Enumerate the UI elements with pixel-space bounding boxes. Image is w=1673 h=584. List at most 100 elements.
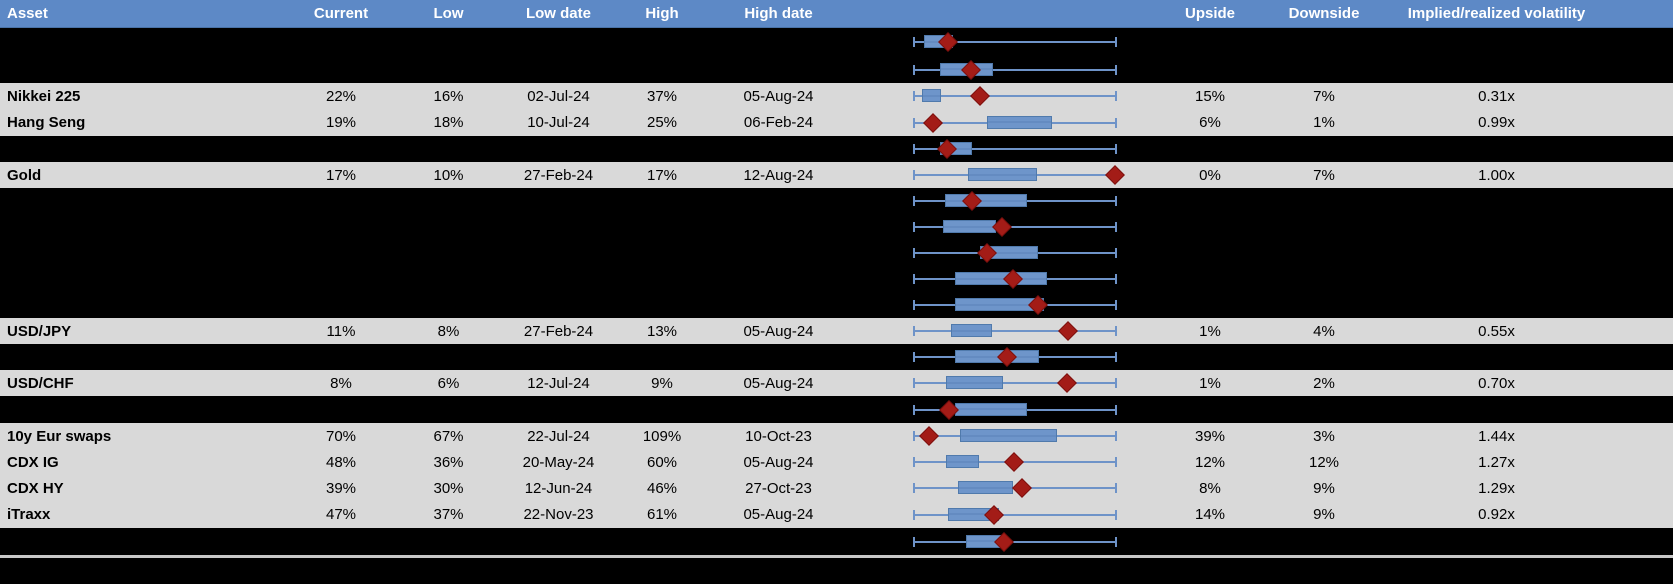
boxplot (913, 240, 1117, 266)
cell-current: 47% (325, 506, 357, 523)
cell-range-chart (845, 162, 1140, 188)
whisker-line (913, 513, 1117, 516)
cell-downside: 1% (1313, 114, 1335, 131)
whisker-right-cap (1115, 378, 1117, 388)
cell-current: 70% (325, 427, 357, 445)
cell-implied-realized-volatility: 1.29x (1478, 479, 1515, 497)
box-median-line (923, 94, 940, 97)
cell-high-date: 05-Aug-24 (743, 87, 814, 105)
whisker-right-cap (1115, 144, 1117, 154)
cell-range-chart (845, 318, 1140, 344)
cell-high: 37% (646, 87, 678, 105)
whisker-left-cap (913, 326, 915, 336)
cell-asset: USD/CHF (7, 374, 74, 392)
table-row: USD/CHF 8% 6% 12-Jul-24 9% 05-Aug-24 1% 2% 0.70x (0, 370, 1673, 396)
cell-range-chart (845, 370, 1140, 396)
cell-current: 8% (330, 374, 352, 392)
cell-high-date: 12-Aug-24 (743, 166, 814, 184)
cell-current: 17% (325, 166, 357, 184)
current-marker-diamond-icon (969, 86, 990, 106)
whisker-left-cap (913, 196, 915, 206)
boxplot (913, 344, 1117, 370)
whisker-left-cap (913, 352, 915, 362)
whisker-left-cap (913, 457, 915, 467)
box-median-line (951, 329, 991, 332)
cell-upside: 8% (1199, 479, 1221, 497)
whisker-right-cap (1115, 248, 1117, 258)
whisker-left-cap (913, 64, 915, 75)
interquartile-box (955, 272, 1047, 285)
cell-asset: iTraxx (7, 506, 51, 523)
cell-asset: CDX HY (7, 479, 64, 497)
cell-high-date: 27-Oct-23 (745, 479, 812, 497)
cell-high: 9% (651, 374, 673, 392)
cell-implied-realized-volatility: 1.44x (1478, 427, 1515, 445)
whisker-right-cap (1115, 300, 1117, 310)
cell-high-date: 06-Feb-24 (743, 114, 814, 131)
box-median-line (956, 277, 1046, 280)
cell-upside: 39% (1194, 427, 1226, 445)
cell-implied-realized-volatility: 0.31x (1478, 87, 1515, 105)
hidden-asset-chart-row (0, 214, 1673, 240)
cell-downside: 9% (1313, 479, 1335, 497)
cell-low: 10% (433, 166, 464, 184)
whisker-right-cap (1115, 222, 1117, 232)
box-median-line (949, 513, 999, 515)
cell-implied-realized-volatility: 0.99x (1478, 114, 1515, 131)
current-marker-diamond-icon (1057, 373, 1077, 393)
cell-current: 48% (325, 453, 357, 471)
whisker-left-cap (913, 483, 915, 493)
cell-range-chart (845, 214, 1140, 240)
cell-asset: Hang Seng (7, 114, 86, 131)
whisker-left-cap (913, 91, 915, 101)
whisker-right-cap (1115, 91, 1117, 101)
cell-upside: 1% (1199, 322, 1221, 340)
box-median-line (959, 486, 1012, 489)
cell-low: 16% (433, 87, 464, 105)
whisker-left-cap (913, 536, 915, 547)
current-marker-diamond-icon (1058, 321, 1078, 341)
cell-current: 39% (325, 479, 357, 497)
box-median-line (947, 460, 978, 463)
table-row: CDX IG 48% 36% 20-May-24 60% 05-Aug-24 12% 12% 1… (0, 449, 1673, 475)
cell-low-date: 10-Jul-24 (527, 114, 590, 131)
cell-range-chart (845, 423, 1140, 449)
hidden-asset-chart-row (0, 136, 1673, 162)
whisker-left-cap (913, 300, 915, 310)
box-median-line (947, 381, 1002, 384)
boxplot (913, 292, 1117, 318)
column-header-implied-realized-volatility: Implied/realized volatility (1407, 5, 1586, 22)
interquartile-box (943, 220, 996, 233)
cell-downside: 9% (1313, 506, 1335, 523)
interquartile-box (946, 376, 1003, 389)
cell-downside: 3% (1313, 427, 1335, 445)
table-row: CDX HY 39% 30% 12-Jun-24 46% 27-Oct-23 8% 9% 1.2… (0, 475, 1673, 501)
whisker-left-cap (913, 431, 915, 441)
column-header-low: Low (433, 5, 464, 22)
cell-range-chart (845, 344, 1140, 370)
cell-low-date: 27-Feb-24 (523, 322, 594, 340)
whisker-right-cap (1115, 483, 1117, 493)
separator-strip (0, 555, 1673, 558)
hidden-asset-chart-row (0, 396, 1673, 423)
cell-high: 13% (646, 322, 678, 340)
column-header-high: High (645, 5, 679, 22)
box-median-line (980, 251, 1037, 254)
cell-upside: 6% (1199, 114, 1221, 131)
cell-low-date: 22-Nov-23 (523, 506, 594, 523)
cell-asset: 10y Eur swaps (7, 427, 112, 445)
filler-row (0, 558, 1673, 584)
boxplot (913, 214, 1117, 240)
whisker-right-cap (1115, 457, 1117, 467)
whisker-right-cap (1115, 37, 1117, 47)
cell-upside: 12% (1194, 453, 1226, 471)
cell-current: 22% (325, 87, 357, 105)
cell-downside: 7% (1313, 87, 1335, 105)
boxplot (913, 56, 1117, 83)
cell-asset: Gold (7, 166, 42, 184)
cell-upside: 0% (1199, 166, 1221, 184)
boxplot (913, 423, 1117, 449)
whisker-line (913, 540, 1117, 543)
cell-asset: CDX IG (7, 453, 59, 471)
